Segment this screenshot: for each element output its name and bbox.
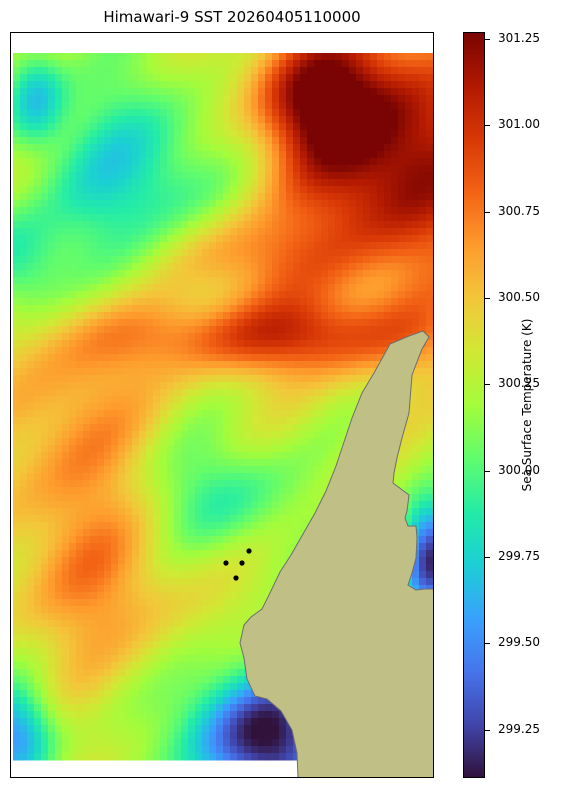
colorbar-tick-label: 300.25: [498, 376, 540, 391]
map-canvas: [13, 53, 433, 777]
colorbar-tick-label: 301.00: [498, 117, 540, 132]
station-marker[interactable]: [246, 548, 252, 554]
land-mass: [239, 330, 433, 777]
colorbar-tick-label: 301.25: [498, 30, 540, 45]
colorbar-label: Sea Surface Temperature (K): [520, 318, 534, 492]
colorbar-tick-mark: [485, 556, 490, 558]
colorbar-tick-mark: [485, 384, 490, 386]
colorbar: [463, 32, 485, 778]
station-marker[interactable]: [223, 560, 229, 566]
colorbar-tick-label: 300.75: [498, 203, 540, 218]
colorbar-tick-mark: [485, 470, 490, 472]
colorbar-tick-mark: [485, 38, 490, 40]
colorbar-tick-mark: [485, 643, 490, 645]
colorbar-tick-label: 300.00: [498, 462, 540, 477]
colorbar-tick-mark: [485, 729, 490, 731]
colorbar-tick-mark: [485, 211, 490, 213]
colorbar-tick-mark: [485, 125, 490, 127]
colorbar-tick-label: 299.75: [498, 548, 540, 563]
station-marker[interactable]: [239, 560, 245, 566]
marker-group: [223, 548, 252, 581]
colorbar-tick-label: 299.25: [498, 721, 540, 736]
colorbar-tick-label: 299.50: [498, 635, 540, 650]
colorbar-tick-mark: [485, 297, 490, 299]
station-marker[interactable]: [233, 575, 239, 581]
colorbar-tick-label: 300.50: [498, 289, 540, 304]
map-panel[interactable]: [10, 32, 434, 778]
map-title: Himawari-9 SST 20260405110000: [103, 8, 361, 26]
